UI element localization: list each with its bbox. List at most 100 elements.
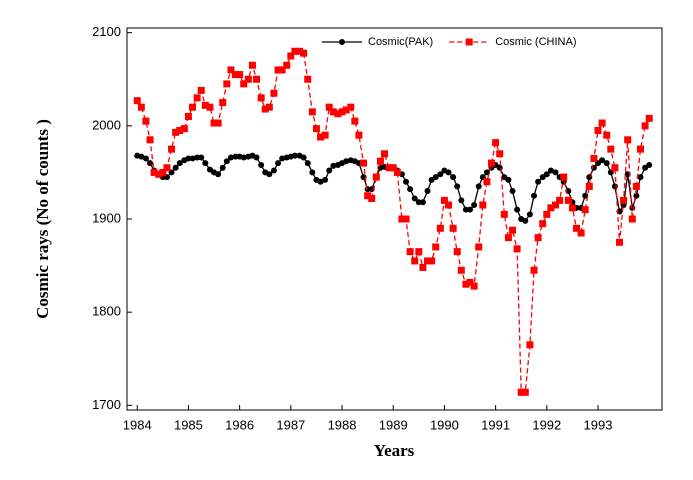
x-tick-label: 1992 <box>532 417 561 432</box>
data-point <box>645 114 653 122</box>
data-point <box>172 128 180 136</box>
data-point <box>202 160 209 167</box>
data-point <box>227 154 234 161</box>
data-point <box>219 99 227 107</box>
data-point <box>403 178 410 185</box>
data-point <box>227 66 235 74</box>
series-line <box>136 50 650 393</box>
data-point <box>283 61 291 69</box>
data-point <box>483 169 490 176</box>
data-point <box>616 238 624 246</box>
data-point <box>147 160 154 167</box>
data-point <box>577 229 585 237</box>
data-point <box>385 164 393 172</box>
data-point <box>419 263 427 271</box>
y-tick-label: 2100 <box>92 24 121 39</box>
data-point <box>500 210 508 218</box>
data-point <box>590 154 598 162</box>
data-point <box>560 173 568 181</box>
data-point <box>411 195 418 202</box>
data-point <box>453 248 461 256</box>
data-point <box>450 174 457 181</box>
data-point <box>184 113 192 121</box>
data-point <box>483 178 491 186</box>
data-point <box>240 80 248 88</box>
data-point <box>585 182 593 190</box>
data-point <box>496 150 504 158</box>
data-point <box>406 248 414 256</box>
data-point <box>300 154 307 161</box>
data-point <box>347 103 355 111</box>
y-tick-label: 1900 <box>92 210 121 225</box>
data-point <box>274 66 282 74</box>
data-point <box>513 245 521 253</box>
data-point <box>492 139 500 147</box>
legend-marker <box>465 38 473 46</box>
data-point <box>462 280 470 288</box>
x-tick-label: 1987 <box>276 417 305 432</box>
data-point <box>530 266 538 274</box>
data-point <box>304 160 311 167</box>
data-point <box>219 164 226 171</box>
y-tick-label: 1700 <box>92 397 121 412</box>
data-point <box>189 155 196 162</box>
data-point <box>287 52 295 60</box>
data-point <box>326 167 333 174</box>
data-point <box>257 94 265 102</box>
y-tick-label: 1800 <box>92 304 121 319</box>
data-point <box>467 206 474 213</box>
data-point <box>142 117 150 125</box>
data-point <box>258 161 265 168</box>
data-point <box>632 182 640 190</box>
data-point <box>573 224 581 232</box>
data-point <box>364 192 372 200</box>
data-point <box>279 155 286 162</box>
data-point <box>291 47 299 55</box>
y-tick-label: 2000 <box>92 117 121 132</box>
data-point <box>381 150 389 158</box>
data-point <box>261 105 269 113</box>
data-point <box>133 97 141 105</box>
legend-label: Cosmic (CHINA) <box>495 36 576 48</box>
data-point <box>419 199 426 206</box>
data-point <box>300 49 308 57</box>
data-point <box>475 243 483 251</box>
data-point <box>411 257 419 265</box>
data-point <box>594 126 602 134</box>
data-point <box>505 176 512 183</box>
data-point <box>552 169 559 176</box>
data-point <box>531 192 538 199</box>
data-point <box>163 164 171 172</box>
data-point <box>146 136 154 144</box>
data-point <box>568 204 576 212</box>
data-point <box>253 75 261 83</box>
data-point <box>475 183 482 190</box>
data-point <box>343 158 350 165</box>
data-point <box>526 341 534 349</box>
data-point <box>322 176 329 183</box>
data-point <box>437 171 444 178</box>
data-point <box>581 206 589 214</box>
data-point <box>159 168 167 176</box>
data-point <box>142 155 149 162</box>
data-point <box>624 136 632 144</box>
data-point <box>509 188 516 195</box>
data-point <box>296 47 304 55</box>
data-point <box>470 282 478 290</box>
data-point <box>210 119 218 127</box>
x-tick-label: 1990 <box>430 417 459 432</box>
data-point <box>189 103 197 111</box>
data-point <box>454 183 461 190</box>
data-point <box>393 168 401 176</box>
data-point <box>329 108 337 116</box>
y-axis-label: Cosmic rays (No of counts ) <box>33 119 52 319</box>
data-point <box>445 201 453 209</box>
data-point <box>321 131 329 139</box>
data-point <box>312 125 320 133</box>
data-point <box>471 202 478 209</box>
data-point <box>150 168 158 176</box>
data-point <box>646 161 653 168</box>
data-point <box>317 133 325 141</box>
data-point <box>309 169 316 176</box>
